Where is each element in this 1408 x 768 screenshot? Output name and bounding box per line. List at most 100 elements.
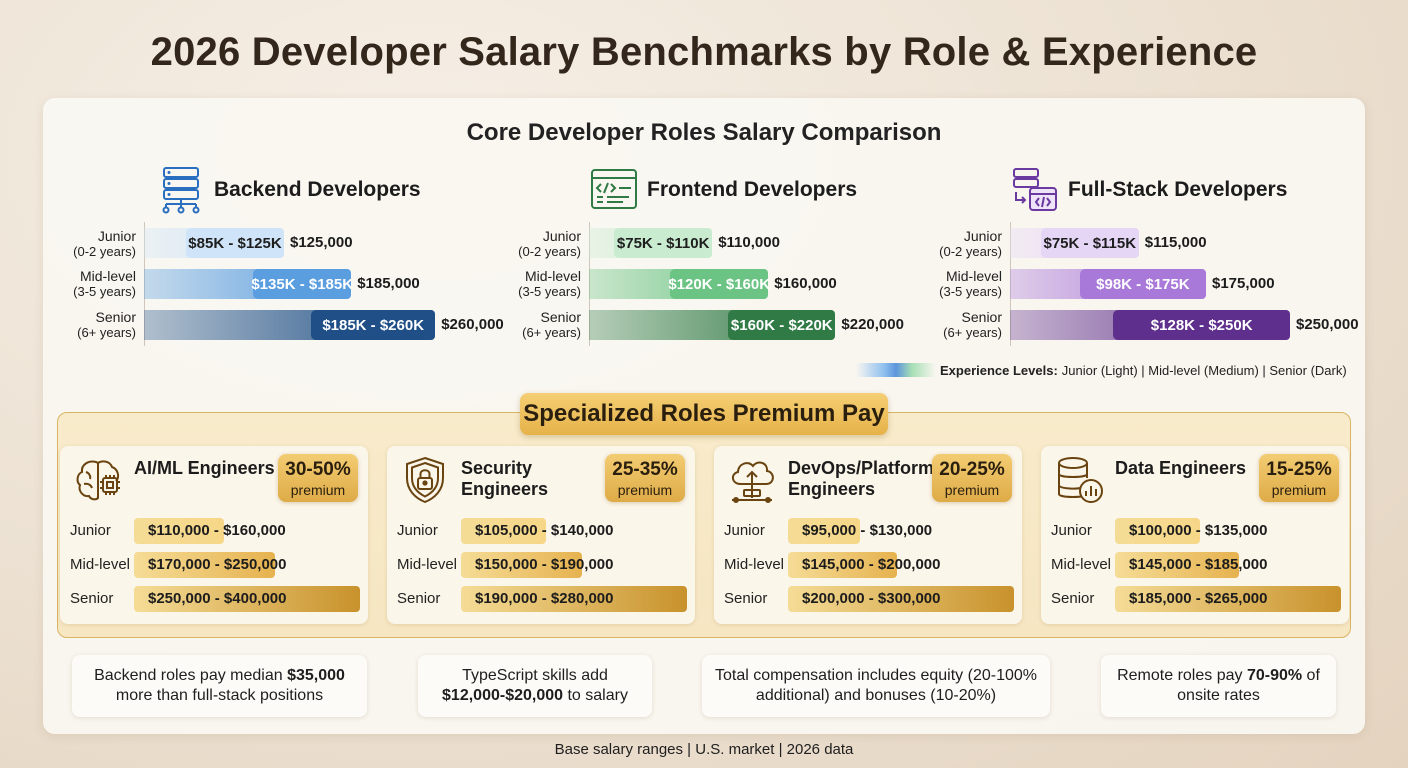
fact-text: TypeScript skills add $12,000-$20,000 to… xyxy=(428,666,642,706)
role-header: Frontend Developers xyxy=(589,166,857,214)
premium-percent: 25-35% xyxy=(612,459,678,480)
level-label: Mid-level (3-5 years) xyxy=(26,268,136,300)
range-high: $400,000 xyxy=(223,590,287,607)
range-label: $185,000 - $265,000 xyxy=(1129,590,1268,607)
bar-value-label: $125,000 xyxy=(290,234,353,251)
range-low: $190,000 xyxy=(475,590,538,607)
fact-text-highlight: 70-90% xyxy=(1246,667,1303,684)
salary-bar xyxy=(788,518,860,544)
specialized-card: AI/ML Engineers 30-50% premium Junior $110,0… xyxy=(60,446,368,624)
legend: Experience Levels: Junior (Light) | Mid-… xyxy=(856,360,1356,380)
role-title: Full-Stack Developers xyxy=(1068,178,1288,201)
salary-bar xyxy=(461,518,546,544)
range-high: $265,000 xyxy=(1204,590,1268,607)
salary-bar xyxy=(134,518,224,544)
level-years: (0-2 years) xyxy=(518,244,581,259)
range-label: $145,000 - $185,000 xyxy=(1129,556,1268,573)
salary-bar xyxy=(1115,518,1200,544)
range-label: $170,000 - $250,000 xyxy=(148,556,287,573)
range-label: $250,000 - $400,000 xyxy=(148,590,287,607)
role-header: Full-Stack Developers xyxy=(1010,166,1287,214)
level-label: Senior xyxy=(397,590,441,607)
bar-value-label: $175,000 xyxy=(1212,275,1275,292)
range-low: $170,000 xyxy=(148,556,211,573)
fact-card: Remote roles pay 70-90% of onsite rates xyxy=(1101,655,1336,717)
fact-card: TypeScript skills add $12,000-$20,000 to… xyxy=(418,655,652,717)
specialized-title: Specialized Roles Premium Pay xyxy=(520,393,888,435)
role-title: Backend Developers xyxy=(214,178,421,201)
level-name: Senior xyxy=(95,309,136,325)
role-title: Frontend Developers xyxy=(647,178,858,201)
bar-value-label: $110,000 xyxy=(718,234,780,251)
salary-bar xyxy=(1115,552,1239,578)
range-low: $200,000 xyxy=(802,590,865,607)
premium-percent: 15-25% xyxy=(1266,459,1332,480)
range-label: $75K - $110K xyxy=(614,228,713,258)
range-low: $145,000 xyxy=(1129,556,1192,573)
premium-word: premium xyxy=(1271,482,1327,498)
code-window-icon xyxy=(589,166,639,214)
level-label: Mid-level xyxy=(397,556,458,573)
salary-bar xyxy=(134,552,275,578)
salary-bar xyxy=(134,586,360,612)
level-years: (6+ years) xyxy=(522,325,581,340)
level-label: Mid-level xyxy=(70,556,131,573)
range-high: $130,000 xyxy=(869,522,933,539)
card-title: AI/ML Engineers xyxy=(134,458,275,478)
footnote: Base salary ranges | U.S. market | 2026 … xyxy=(554,741,854,758)
card-title: DevOps/Platform Engineers xyxy=(788,458,935,499)
range-label: $110,000 - $160,000 xyxy=(148,522,286,539)
range-label: $105,000 - $140,000 xyxy=(475,522,614,539)
fact-text-highlight: $12,000-$20,000 xyxy=(442,687,564,704)
premium-word: premium xyxy=(617,482,673,498)
level-name: Junior xyxy=(97,228,136,244)
card-title: Security Engineers xyxy=(461,458,549,499)
range-low: $150,000 xyxy=(475,556,538,573)
level-years: (6+ years) xyxy=(943,325,1002,340)
fact-text-highlight: $35,000 xyxy=(287,667,345,684)
legend-label: Experience Levels: xyxy=(940,362,1058,378)
legend-swatch xyxy=(856,363,936,377)
bar-value-label: $260,000 xyxy=(441,316,504,333)
level-label: Mid-level xyxy=(724,556,785,573)
specialized-card: DevOps/Platform Engineers 20-25% premium Ju… xyxy=(714,446,1022,624)
salary-bar xyxy=(461,586,687,612)
specialized-card: Data Engineers 15-25% premium Junior $100,00… xyxy=(1041,446,1349,624)
level-label: Mid-level (3-5 years) xyxy=(892,268,1002,300)
level-name: Junior xyxy=(963,228,1002,244)
premium-badge: 20-25% premium xyxy=(932,454,1012,502)
level-years: (3-5 years) xyxy=(939,284,1002,299)
cloud-deploy-icon xyxy=(726,454,778,506)
level-label: Junior (0-2 years) xyxy=(471,228,581,260)
shield-lock-icon xyxy=(399,454,451,506)
card-title: Data Engineers xyxy=(1115,458,1247,478)
range-label: $190,000 - $280,000 xyxy=(475,590,614,607)
range-label: $98K - $175K xyxy=(1079,269,1206,299)
fact-text-post: more than full-stack positions xyxy=(115,687,324,704)
bar-value-label: $160,000 xyxy=(774,275,837,292)
level-label: Senior xyxy=(724,590,768,607)
database-chart-icon xyxy=(1053,454,1105,506)
level-name: Junior xyxy=(542,228,581,244)
level-years: (0-2 years) xyxy=(939,244,1002,259)
fact-text-post: of onsite rates xyxy=(1177,667,1320,704)
fact-text-pre: Total compensation includes equity (20-1… xyxy=(715,667,1037,704)
level-name: Senior xyxy=(540,309,581,325)
level-years: (3-5 years) xyxy=(73,284,136,299)
range-label: $95,000 - $130,000 xyxy=(802,522,933,539)
level-label: Junior xyxy=(1051,522,1092,539)
level-label: Senior xyxy=(70,590,114,607)
level-label: Junior (0-2 years) xyxy=(26,228,136,260)
range-high: $200,000 xyxy=(877,556,941,573)
role-header: Backend Developers xyxy=(156,166,421,214)
range-label: $200,000 - $300,000 xyxy=(802,590,941,607)
range-label: $100,000 - $135,000 xyxy=(1129,522,1268,539)
specialized-card: Security Engineers 25-35% premium Junior $10… xyxy=(387,446,695,624)
level-label: Mid-level xyxy=(1051,556,1112,573)
range-label: $85K - $125K xyxy=(186,228,284,258)
page-title: 2026 Developer Salary Benchmarks by Role… xyxy=(150,30,1258,74)
range-label: $160K - $220K xyxy=(728,310,836,340)
fact-text-pre: TypeScript skills add xyxy=(462,667,608,684)
level-label: Mid-level (3-5 years) xyxy=(471,268,581,300)
fact-text-post: to salary xyxy=(563,687,628,704)
